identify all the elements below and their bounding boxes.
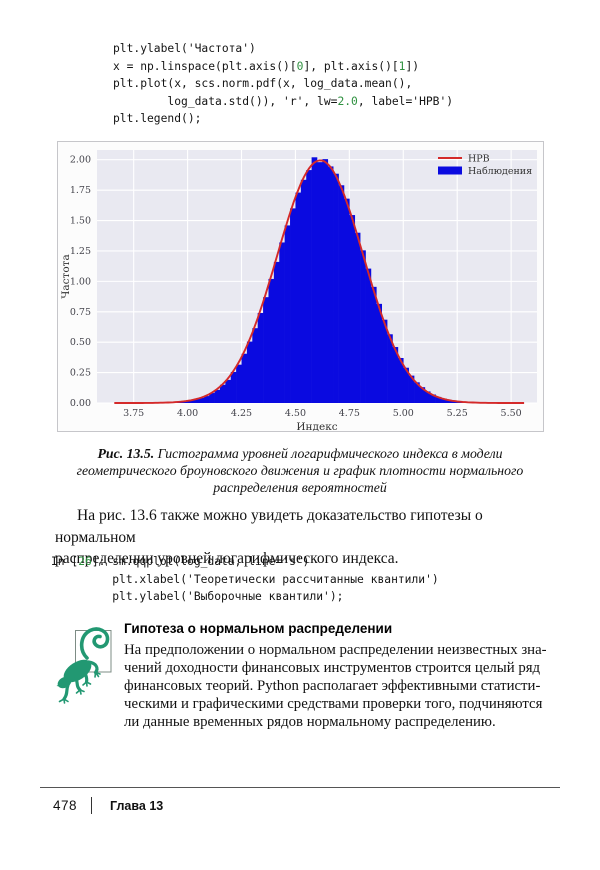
pdf-curve: [114, 159, 525, 404]
body-paragraph: На рис. 13.6 также можно увидеть доказат…: [55, 505, 547, 570]
y-axis-label: Частота: [60, 254, 72, 298]
lizard-icon: [55, 622, 119, 704]
note-line: финансовых теорий. Python располагает эф…: [124, 678, 541, 694]
caption-text: Гистограмма уровней логарифмического инд…: [154, 446, 503, 461]
legend-patch-sample: [438, 166, 462, 175]
x-tick-label: 5.00: [393, 408, 414, 419]
code-line: plt.ylabel('Выборочные квантили');: [51, 590, 344, 604]
note-text: Гипотеза о нормальном распределении На п…: [124, 620, 547, 731]
x-axis-label: Индекс: [296, 421, 337, 431]
code-block-plot: plt.ylabel('Частота') x = np.linspace(plt…: [113, 40, 453, 128]
code-line: log_data.std()), 'r', lw=2.0, label='HPB…: [113, 94, 454, 108]
note-line: ческими и графическими средствами провер…: [124, 696, 543, 712]
caption-figure-label: Рис. 13.5.: [97, 446, 155, 461]
x-tick-label: 5.25: [447, 408, 468, 419]
note-title: Гипотеза о нормальном распределении: [124, 621, 393, 636]
y-tick-label: 0.75: [70, 307, 91, 318]
note-line: ли данные временных рядов нормальному ра…: [124, 714, 496, 730]
x-tick-label: 5.50: [501, 408, 522, 419]
histogram-chart: 3.75 4.00 4.25 4.50 4.75 5.00 5.25 5.50 0.00 0.25…: [58, 142, 543, 431]
chapter-label: Глава 13: [110, 798, 164, 813]
y-tick-label: 1.75: [70, 185, 91, 196]
code-line: plt.xlabel('Теоретически рассчитанные кв…: [51, 572, 439, 586]
x-tick-label: 4.00: [177, 408, 198, 419]
caption-line: геометрического броуновского движения и …: [76, 462, 524, 478]
footer-divider: [91, 797, 93, 814]
caption-line: распределения вероятностей: [213, 479, 387, 495]
figure-13-5: 3.75 4.00 4.25 4.50 4.75 5.00 5.25 5.50 0.00 0.25…: [57, 141, 544, 432]
code-line: In [26]: sm.qqplot(log_data, line='s'): [51, 555, 310, 568]
tick-labels: 3.75 4.00 4.25 4.50 4.75 5.00 5.25 5.50 0.00 0.25…: [70, 155, 522, 419]
caption-line: Рис. 13.5. Гистограмма уровней логарифми…: [55, 446, 545, 463]
y-tick-label: 0.25: [70, 368, 91, 379]
paragraph-line: На рис. 13.6 также можно увидеть доказат…: [55, 507, 483, 546]
code-line: x = np.linspace(plt.axis()[0], plt.axis(…: [113, 59, 420, 73]
y-tick-label: 0.50: [70, 337, 91, 348]
note-body: На предположении о нормальном распределе…: [124, 641, 547, 731]
y-tick-label: 1.25: [70, 246, 91, 257]
legend-label: HPB: [468, 154, 490, 165]
x-tick-label: 4.25: [231, 408, 252, 419]
note-line: На предположении о нормальном распределе…: [124, 642, 547, 658]
paragraph-line: распределении уровней логарифмического и…: [55, 550, 399, 567]
footer-rule: [40, 787, 560, 788]
x-tick-label: 4.75: [339, 408, 360, 419]
code-line: plt.ylabel('Частота'): [113, 42, 256, 55]
figure-caption: Рис. 13.5. Гистограмма уровней логарифми…: [55, 446, 545, 496]
y-tick-label: 1.00: [70, 276, 91, 287]
note-line: чений доходности финансовых инструментов…: [124, 660, 541, 676]
code-block-qqplot: In [26]: sm.qqplot(log_data, line='s') p…: [51, 553, 439, 606]
histogram-bars: [176, 157, 485, 403]
histogram-svg: 3.75 4.00 4.25 4.50 4.75 5.00 5.25 5.50 0.00 0.25…: [60, 150, 537, 431]
x-tick-label: 3.75: [123, 408, 144, 419]
legend-label: Наблюдения: [468, 166, 532, 177]
code-line: plt.legend();: [113, 112, 202, 126]
y-tick-label: 0.00: [70, 398, 91, 409]
y-tick-label: 2.00: [70, 155, 91, 166]
x-tick-label: 4.50: [285, 408, 306, 419]
page-number: 478: [53, 798, 78, 813]
code-line: plt.plot(x, scs.norm.pdf(x, log_data.mea…: [113, 77, 413, 91]
y-tick-label: 1.50: [70, 216, 91, 227]
page-footer: 478 Глава 13: [53, 797, 163, 814]
